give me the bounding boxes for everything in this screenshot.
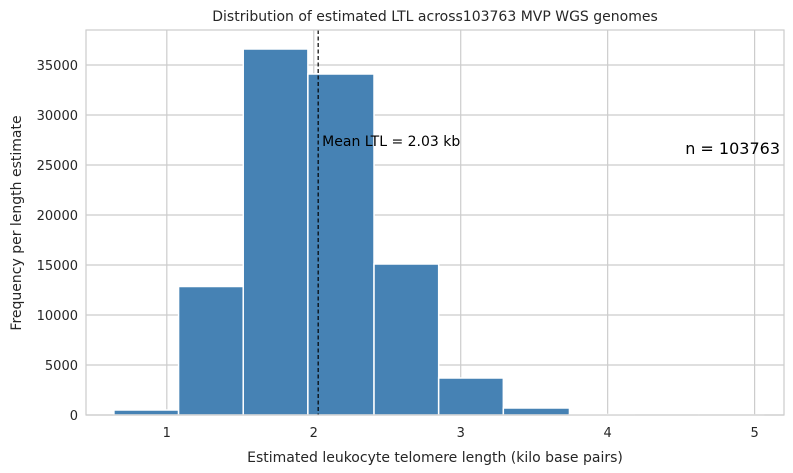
y-tick-labels: 0 5000 10000 15000 20000 25000 30000 35000 (37, 59, 78, 424)
x-axis-label: Estimated leukocyte telomere length (kil… (247, 450, 623, 466)
histogram-bars (113, 48, 765, 416)
x-tick-label: 5 (750, 426, 758, 441)
plot-border (85, 29, 785, 416)
histogram-bar (113, 409, 180, 416)
x-tick-label: 3 (457, 426, 465, 441)
chart-title: Distribution of estimated LTL across1037… (212, 9, 658, 25)
mean-ltl-annotation: Mean LTL = 2.03 kb (322, 134, 460, 150)
y-tick-label: 35000 (37, 59, 78, 74)
histogram-bar (242, 48, 309, 416)
x-tick-label: 4 (604, 426, 612, 441)
x-tick-label: 2 (310, 426, 318, 441)
y-tick-label: 20000 (37, 209, 78, 224)
y-tick-label: 15000 (37, 259, 78, 274)
histogram-bar (177, 285, 244, 416)
x-tick-labels: 1 2 3 4 5 (163, 426, 759, 441)
sample-size-annotation: n = 103763 (685, 139, 780, 158)
y-tick-label: 0 (70, 409, 78, 424)
y-tick-label: 30000 (37, 109, 78, 124)
y-axis-label: Frequency per length estimate (9, 115, 25, 330)
x-tick-label: 1 (163, 426, 171, 441)
y-tick-label: 25000 (37, 159, 78, 174)
histogram-bar (373, 263, 440, 416)
histogram-bar (437, 377, 505, 416)
y-tick-label: 10000 (37, 309, 78, 324)
y-tick-label: 5000 (45, 359, 78, 374)
plot-frame (85, 29, 785, 416)
histogram-bar (502, 407, 571, 416)
